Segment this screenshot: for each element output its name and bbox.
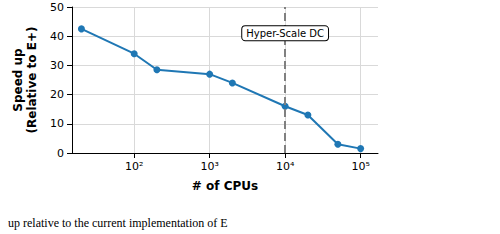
- svg-text:10⁴: 10⁴: [276, 160, 295, 173]
- svg-text:Hyper-Scale DC: Hyper-Scale DC: [246, 28, 324, 39]
- svg-text:10⁵: 10⁵: [351, 160, 369, 173]
- svg-text:up relative to the current imp: up relative to the current implementatio…: [8, 216, 228, 230]
- svg-text:50: 50: [50, 1, 64, 14]
- svg-text:10²: 10²: [125, 160, 143, 173]
- svg-text:20: 20: [50, 88, 64, 101]
- svg-text:30: 30: [50, 59, 64, 72]
- svg-text:10³: 10³: [200, 160, 218, 173]
- svg-text:Speed up: Speed up: [11, 48, 25, 112]
- svg-text:(Relative to E+): (Relative to E+): [25, 27, 39, 134]
- svg-text:40: 40: [50, 30, 64, 43]
- svg-text:10: 10: [50, 117, 64, 130]
- svg-text:0: 0: [57, 147, 64, 160]
- svg-text:# of CPUs: # of CPUs: [192, 179, 258, 193]
